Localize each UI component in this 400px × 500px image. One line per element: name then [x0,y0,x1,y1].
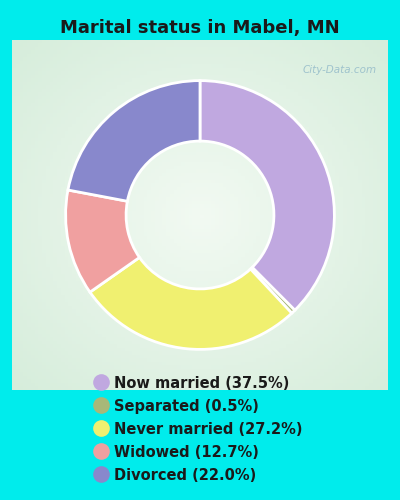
Legend: Now married (37.5%), Separated (0.5%), Never married (27.2%), Widowed (12.7%), D: Now married (37.5%), Separated (0.5%), N… [90,368,310,490]
Wedge shape [90,258,292,350]
Wedge shape [200,80,334,310]
Text: City-Data.com: City-Data.com [302,64,377,74]
Text: Marital status in Mabel, MN: Marital status in Mabel, MN [60,18,340,36]
Wedge shape [250,268,295,313]
Wedge shape [66,190,140,292]
Wedge shape [68,80,200,201]
